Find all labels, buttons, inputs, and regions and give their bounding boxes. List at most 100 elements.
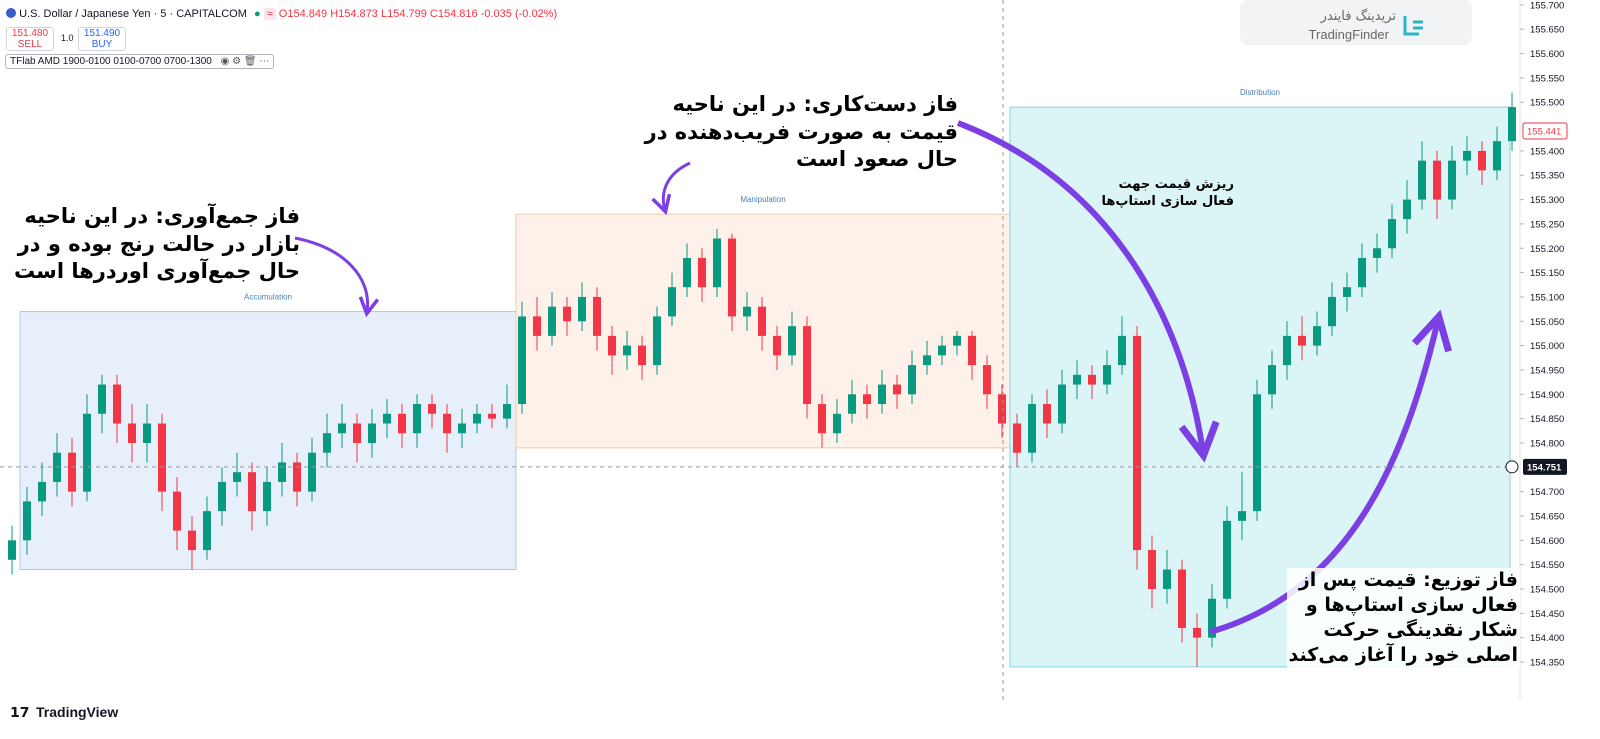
candle-body	[1058, 384, 1066, 424]
candle-body	[263, 481, 271, 512]
candle-body	[1253, 394, 1261, 512]
candle-body	[1073, 374, 1081, 385]
price-tag-label: 155.441	[1527, 126, 1561, 137]
candle-body	[1013, 423, 1021, 453]
candle-body	[1268, 365, 1276, 395]
y-tick-label: 155.200	[1530, 244, 1564, 255]
candle-body	[8, 540, 16, 560]
arrow	[1209, 320, 1438, 635]
candle-body	[323, 433, 331, 453]
candle-body	[638, 345, 646, 366]
candle-body	[848, 394, 856, 414]
candle-body	[218, 481, 226, 512]
candle-body	[1088, 374, 1096, 385]
arrow	[956, 120, 1203, 452]
candle-body	[1403, 199, 1411, 220]
y-tick-label: 155.100	[1530, 292, 1564, 303]
candle-body	[893, 384, 901, 395]
candle-body	[1313, 326, 1321, 346]
y-tick-label: 154.350	[1530, 658, 1564, 669]
candle-body	[68, 452, 76, 492]
candle-body	[488, 413, 496, 419]
arrow	[663, 161, 691, 210]
candle-body	[1133, 335, 1141, 551]
candle-body	[908, 365, 916, 395]
annotation-line: فعال سازی استاپ‌ها	[1101, 194, 1234, 210]
candle-body	[353, 423, 361, 443]
annotation-line: اصلی خود را آغاز می‌کند	[1288, 644, 1518, 667]
candle-body	[143, 423, 151, 443]
candle-body	[113, 384, 121, 424]
ohlc-low: L154.799	[380, 8, 427, 20]
y-tick-label: 155.300	[1530, 195, 1564, 206]
candle-body	[248, 472, 256, 512]
candle-body	[833, 413, 841, 434]
price-tag	[1522, 122, 1568, 140]
candle-body	[608, 335, 616, 356]
annotation-line: بازار در حالت رنج بوده و در	[17, 231, 300, 256]
candle-body	[338, 423, 346, 434]
buy-button[interactable]: 151.490 BUY	[78, 27, 126, 51]
candle-body	[1118, 335, 1126, 366]
candle-body	[1463, 150, 1471, 161]
candle-body	[878, 384, 886, 405]
platform-name: TradingView	[36, 704, 118, 720]
y-tick-label: 155.400	[1530, 146, 1564, 157]
indicator[interactable]: TFlab AMD 1900-0100 0100-0700 0700-1300 …	[5, 54, 275, 69]
candle-body	[1283, 335, 1291, 366]
candle-body	[953, 335, 961, 346]
zone-label: Accumulation	[244, 293, 292, 302]
candle-body	[368, 423, 376, 443]
candle-body	[743, 306, 751, 317]
annotation-distribution: فاز توزیع: قیمت پس از فعال سازی استاپ‌ها…	[1286, 568, 1520, 669]
annotation-accumulation: فاز جمع‌آوری: در این ناحیه بازار در حالت…	[14, 203, 300, 286]
candle-body	[293, 462, 301, 492]
candle-body	[938, 345, 946, 356]
candle-body	[563, 306, 571, 322]
candle-body	[203, 511, 211, 551]
y-tick-label: 155.650	[1530, 25, 1564, 36]
candle-body	[788, 326, 796, 356]
annotation-line: فعال سازی استاپ‌ها و	[1305, 594, 1518, 617]
candle-body	[653, 316, 661, 366]
candle-body	[158, 423, 166, 492]
ohlc-open: O154.849	[278, 8, 328, 20]
zone-label: Manipulation	[740, 195, 785, 204]
candle-body	[428, 404, 436, 414]
candles	[8, 92, 1516, 667]
candle-body	[548, 306, 556, 336]
candle-body	[758, 306, 766, 336]
y-tick-label: 155.600	[1530, 49, 1564, 60]
candle-body	[1238, 511, 1246, 521]
sell-button[interactable]: 151.480 SELL	[6, 27, 54, 51]
y-tick-label: 155.350	[1530, 171, 1564, 182]
buy-label: BUY	[91, 39, 113, 50]
last-price-tag	[1523, 458, 1567, 475]
y-tick-label: 155.700	[1530, 0, 1564, 11]
brand-fa: تریدینگ فایندر	[1320, 8, 1397, 24]
candle-body	[1223, 520, 1231, 599]
y-tick-label: 154.500	[1530, 585, 1564, 596]
candle-body	[503, 404, 511, 419]
candle-body	[1478, 150, 1486, 171]
candle-body	[83, 413, 91, 492]
candle-body	[1193, 627, 1201, 638]
candle-body	[533, 316, 541, 336]
annotation-line: شکار نقدینگی حرکت	[1323, 619, 1518, 642]
ohlc-change: -0.035 (-0.02%)	[480, 8, 558, 20]
annotation-line: قیمت به صورت فریب‌دهنده در	[644, 119, 958, 144]
axis: 154.350 154.400 154.450 154.500 154.550 154.6…	[1520, 0, 1564, 669]
brand-logo	[1403, 16, 1423, 36]
candle-body	[1508, 107, 1516, 142]
qty: 1.0	[61, 33, 74, 43]
candle-body	[1163, 569, 1171, 590]
candle-body	[593, 296, 601, 336]
candle-body	[518, 316, 526, 405]
candle-body	[38, 481, 46, 502]
candle-body	[1358, 257, 1366, 288]
candle-body	[683, 257, 691, 288]
annotation-drop: ریزش قیمت جهت فعال سازی استاپ‌ها	[1101, 176, 1234, 210]
y-tick-label: 155.250	[1530, 219, 1564, 230]
